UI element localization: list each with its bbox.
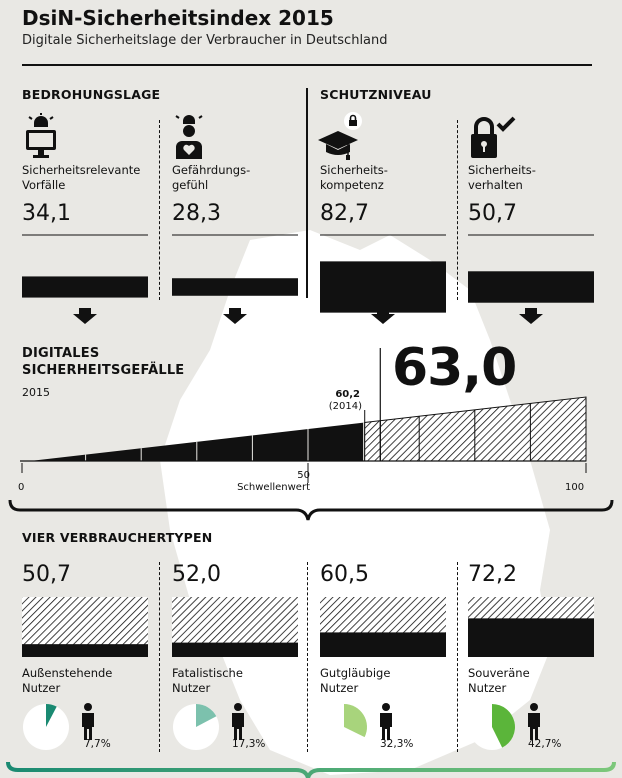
type-label: Außenstehende Nutzer [22, 666, 113, 695]
graduation-cap-lock-icon [318, 112, 362, 160]
section-brace [8, 499, 614, 521]
metric-value: 28,3 [172, 201, 221, 226]
down-arrow-icon [73, 308, 97, 324]
bottom-brace-line [6, 761, 616, 778]
gap-current-value: 63,0 [392, 338, 517, 398]
page-title: DsiN-Sicherheitsindex 2015 [22, 6, 334, 30]
header-rule [22, 64, 592, 66]
protection-heading: SCHUTZNIVEAU [320, 87, 432, 102]
type-value: 50,7 [22, 562, 71, 587]
gap-wedge-chart [8, 348, 614, 521]
person-icon [232, 713, 244, 740]
type-label: Fatalistische Nutzer [172, 666, 243, 695]
type-share: 17,3% [232, 738, 266, 750]
type-label: Souveräne Nutzer [468, 666, 530, 695]
metric-label: Sicherheits-verhalten [468, 163, 536, 192]
type-bar [22, 644, 148, 657]
section-divider [306, 88, 308, 298]
gap-previous-value: 60,2 [335, 389, 360, 400]
person-icon [530, 703, 538, 711]
pie-slice [492, 704, 515, 748]
pie-slice [46, 704, 57, 727]
metric-value: 50,7 [468, 201, 517, 226]
gap-remaining-area [379, 396, 587, 462]
metric-bar [172, 278, 298, 296]
gap-previous-area [30, 422, 365, 461]
gap-increase-area [364, 420, 381, 462]
person-icon [234, 703, 242, 711]
metric-bar [320, 261, 446, 313]
threat-heading: BEDROHUNGSLAGE [22, 87, 161, 102]
pie-slice [344, 704, 367, 738]
column-separator [159, 120, 160, 300]
type-bar [172, 642, 298, 657]
person-alarm-heart-icon [175, 115, 203, 159]
type-label: Gutgläubige Nutzer [320, 666, 391, 695]
type-bar [468, 618, 594, 657]
type-bar [320, 632, 446, 657]
metric-label: Gefährdungs-gefühl [172, 163, 251, 192]
person-icon [82, 713, 94, 740]
metric-value: 34,1 [22, 201, 71, 226]
person-icon [84, 703, 92, 711]
gap-year: 2015 [22, 386, 50, 399]
threshold-label: Schwellenwert [237, 482, 310, 493]
type-value: 72,2 [468, 562, 517, 587]
person-icon [380, 713, 392, 740]
metric-bar [468, 271, 594, 303]
column-separator [159, 562, 160, 752]
gap-heading-line2: SICHERHEITSGEFÄLLE [22, 363, 185, 378]
gap-heading-line1: DIGITALES [22, 346, 100, 361]
top-bar-chart [22, 234, 594, 324]
page-subtitle: Digitale Sicherheitslage der Verbraucher… [22, 33, 388, 48]
gap-previous-year: (2014) [328, 401, 362, 412]
down-arrow-icon [519, 308, 543, 324]
axis-max-label: 100 [565, 482, 585, 493]
bottom-brace [6, 761, 616, 778]
lock-check-icon [471, 116, 516, 158]
threshold-value: 50 [297, 470, 310, 481]
person-icon [528, 713, 540, 740]
alarm-monitor-icon [26, 113, 56, 158]
metric-label: Sicherheitsrelevante Vorfälle [22, 163, 141, 192]
type-share: 7,7% [84, 738, 111, 750]
types-heading: VIER VERBRAUCHERTYPEN [22, 530, 213, 545]
down-arrow-icon [223, 308, 247, 324]
column-separator [457, 120, 458, 300]
share-pie-charts [23, 703, 540, 750]
pie-slice [196, 704, 217, 727]
metric-label: Sicherheits-kompetenz [320, 163, 388, 192]
type-value: 60,5 [320, 562, 369, 587]
type-share: 32,3% [380, 738, 414, 750]
axis-min-label: 0 [18, 482, 25, 493]
metric-value: 82,7 [320, 201, 369, 226]
metric-bar [22, 276, 148, 298]
column-separator [457, 562, 458, 752]
column-separator [307, 562, 308, 752]
types-bar-chart [22, 597, 594, 657]
type-share: 42,7% [528, 738, 562, 750]
person-icon [382, 703, 390, 711]
down-arrow-icon [371, 308, 395, 324]
type-value: 52,0 [172, 562, 221, 587]
